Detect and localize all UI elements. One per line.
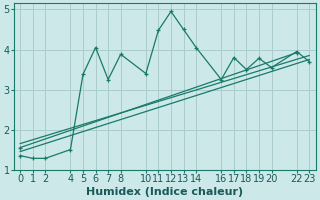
X-axis label: Humidex (Indice chaleur): Humidex (Indice chaleur) xyxy=(86,187,243,197)
